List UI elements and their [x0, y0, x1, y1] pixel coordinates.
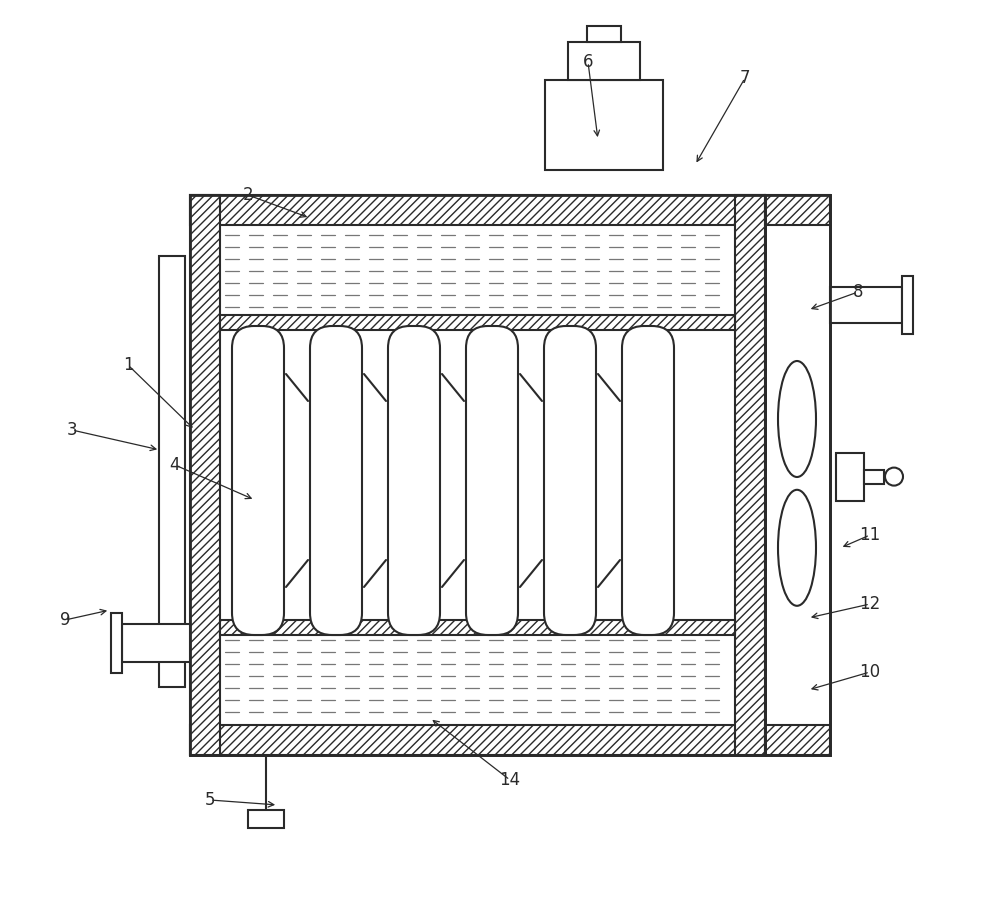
- Bar: [248, 810, 284, 828]
- Bar: [545, 80, 663, 170]
- Bar: [765, 195, 830, 755]
- Bar: [765, 195, 830, 755]
- Bar: [122, 624, 190, 662]
- Bar: [190, 725, 765, 755]
- Bar: [836, 452, 864, 500]
- Text: 6: 6: [583, 53, 593, 71]
- FancyBboxPatch shape: [310, 326, 362, 635]
- Text: 12: 12: [859, 595, 881, 613]
- Bar: [190, 195, 765, 755]
- Bar: [159, 256, 185, 687]
- Bar: [864, 470, 884, 483]
- Bar: [190, 195, 765, 225]
- Ellipse shape: [778, 490, 816, 606]
- Ellipse shape: [778, 361, 816, 477]
- Bar: [587, 26, 621, 42]
- FancyBboxPatch shape: [466, 326, 518, 635]
- Text: 10: 10: [859, 663, 881, 681]
- Bar: [568, 42, 640, 80]
- Text: 8: 8: [853, 283, 863, 301]
- Ellipse shape: [885, 468, 903, 486]
- FancyBboxPatch shape: [388, 326, 440, 635]
- Bar: [830, 287, 902, 323]
- Bar: [902, 276, 913, 334]
- Bar: [220, 620, 735, 635]
- Bar: [190, 195, 220, 755]
- Text: 2: 2: [243, 186, 253, 204]
- Bar: [735, 195, 765, 755]
- Bar: [765, 195, 830, 225]
- FancyBboxPatch shape: [544, 326, 596, 635]
- Text: 1: 1: [123, 356, 133, 374]
- Bar: [765, 725, 830, 755]
- Text: 11: 11: [859, 526, 881, 544]
- Text: 9: 9: [60, 611, 70, 629]
- Text: 4: 4: [170, 456, 180, 474]
- Text: 14: 14: [499, 771, 521, 789]
- FancyBboxPatch shape: [232, 326, 284, 635]
- Bar: [220, 315, 735, 330]
- Text: 3: 3: [67, 421, 77, 439]
- Text: 5: 5: [205, 791, 215, 809]
- Text: 7: 7: [740, 69, 750, 87]
- Bar: [111, 613, 122, 673]
- Bar: [190, 195, 765, 755]
- FancyBboxPatch shape: [622, 326, 674, 635]
